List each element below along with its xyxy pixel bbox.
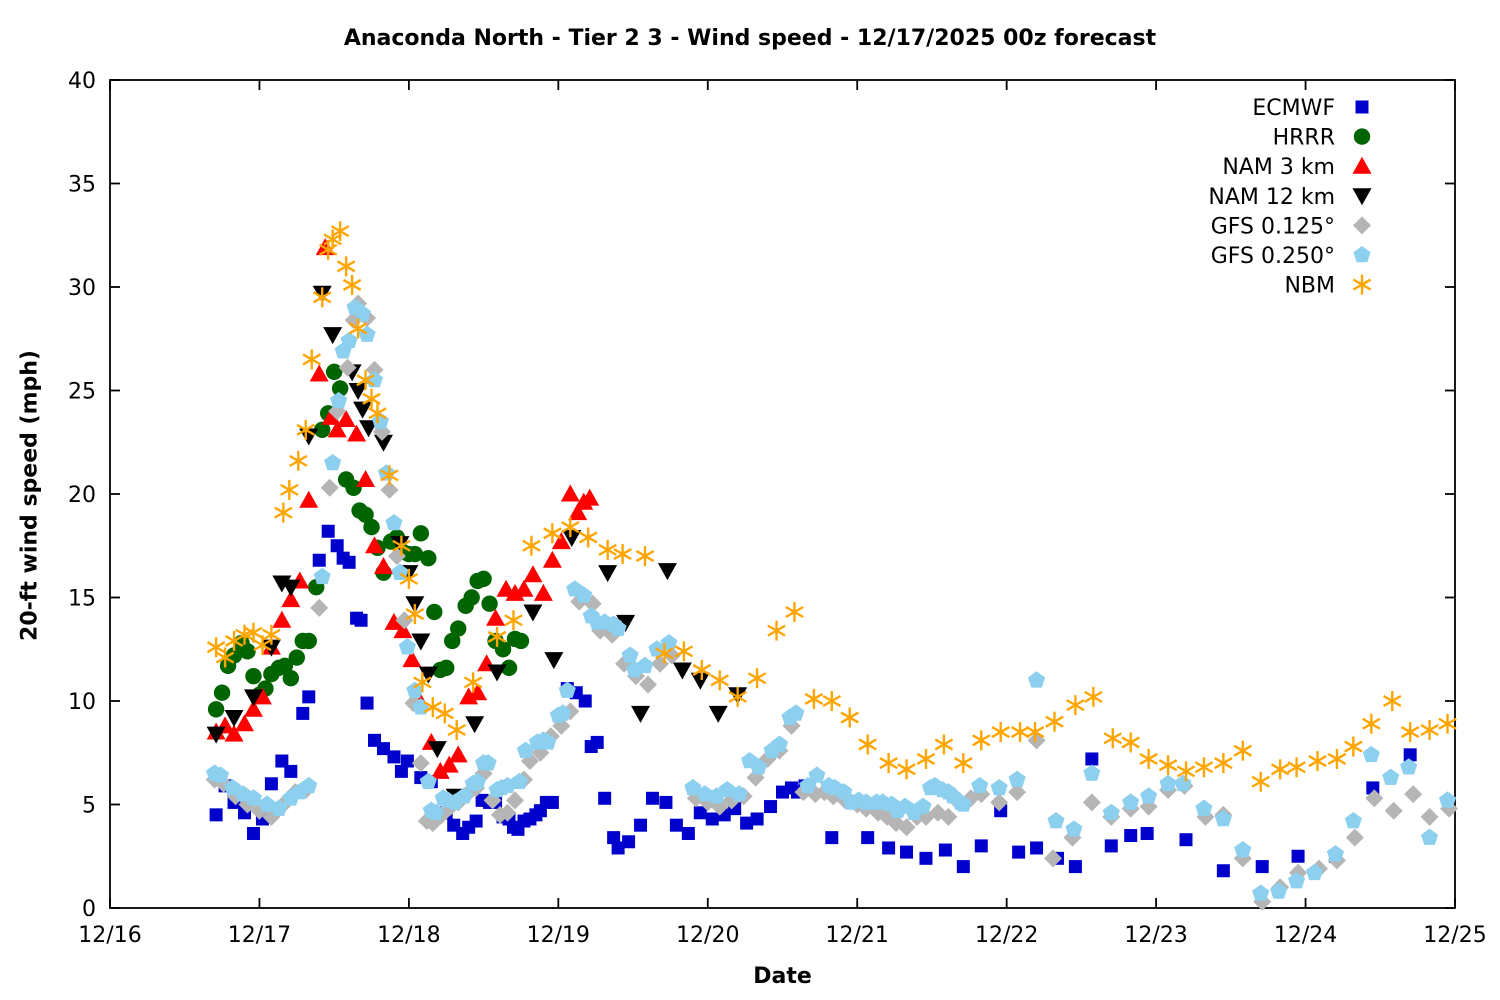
x-tick-label: 12/18 bbox=[377, 923, 440, 948]
x-tick-label: 12/24 bbox=[1274, 923, 1337, 948]
legend-label: GFS 0.125° bbox=[1211, 214, 1335, 239]
x-tick-label: 12/25 bbox=[1423, 923, 1486, 948]
y-tick-label: 10 bbox=[68, 690, 96, 715]
series-nam-12-km bbox=[206, 285, 748, 806]
x-tick-label: 12/19 bbox=[527, 923, 590, 948]
legend-label: NBM bbox=[1284, 274, 1335, 299]
x-axis-label: Date bbox=[753, 964, 812, 989]
x-tick-label: 12/22 bbox=[975, 923, 1038, 948]
chart-title: Anaconda North - Tier 2 3 - Wind speed -… bbox=[343, 26, 1157, 51]
series-nam-3-km bbox=[206, 238, 600, 779]
legend-label: GFS 0.250° bbox=[1211, 244, 1335, 269]
y-tick-label: 40 bbox=[68, 69, 96, 94]
y-tick-label: 30 bbox=[68, 276, 96, 301]
y-tick-label: 5 bbox=[82, 794, 96, 819]
legend-item-nam-3-km: NAM 3 km bbox=[1222, 155, 1372, 180]
series-nbm bbox=[206, 221, 1457, 792]
legend-item-gfs-0-250-: GFS 0.250° bbox=[1211, 244, 1371, 269]
x-tick-label: 12/21 bbox=[826, 923, 889, 948]
legend-item-ecmwf: ECMWF bbox=[1252, 96, 1369, 121]
legend-label: NAM 3 km bbox=[1222, 155, 1335, 180]
series-ecmwf bbox=[209, 524, 1417, 878]
series-gfs-0-125- bbox=[205, 294, 1459, 911]
y-tick-label: 0 bbox=[82, 897, 96, 922]
legend-item-nam-12-km: NAM 12 km bbox=[1208, 185, 1372, 210]
legend-label: ECMWF bbox=[1252, 96, 1335, 121]
legend-label: HRRR bbox=[1273, 126, 1335, 151]
y-tick-label: 25 bbox=[68, 380, 96, 405]
y-tick-label: 35 bbox=[68, 173, 96, 198]
y-tick-label: 20 bbox=[68, 483, 96, 508]
legend-item-gfs-0-125-: GFS 0.125° bbox=[1211, 214, 1371, 239]
legend-item-hrrr: HRRR bbox=[1273, 126, 1371, 151]
legend: ECMWF HRRR NAM 3 km NAM 12 km GFS 0.125° GFS … bbox=[1208, 96, 1372, 299]
plot-border bbox=[109, 79, 1456, 909]
x-tick-label: 12/17 bbox=[228, 923, 291, 948]
x-tick-label: 12/23 bbox=[1124, 923, 1187, 948]
series-gfs-0-250- bbox=[206, 298, 1457, 901]
legend-label: NAM 12 km bbox=[1208, 185, 1335, 210]
y-tick-label: 15 bbox=[68, 587, 96, 612]
legend-item-nbm: NBM bbox=[1284, 274, 1372, 299]
x-tick-label: 12/16 bbox=[78, 923, 141, 948]
y-axis-label: 20-ft wind speed (mph) bbox=[17, 350, 43, 641]
x-tick-label: 12/20 bbox=[676, 923, 739, 948]
